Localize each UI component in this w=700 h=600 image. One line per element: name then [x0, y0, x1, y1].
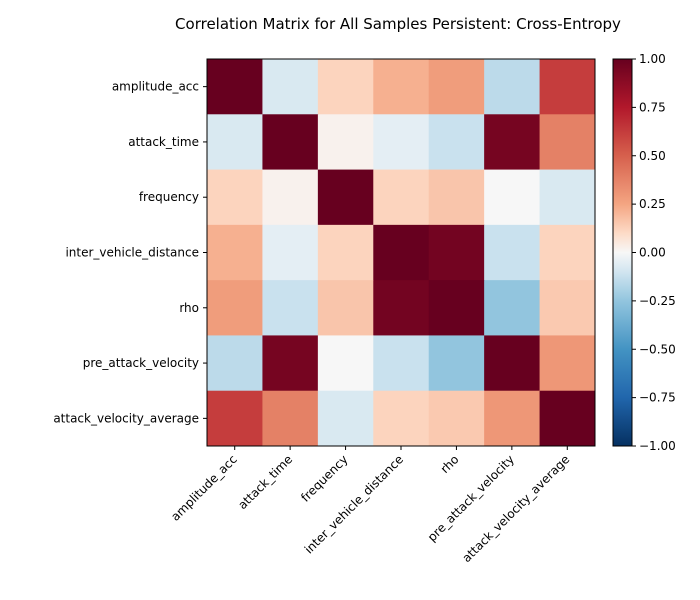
heatmap-cell: [317, 169, 374, 226]
heatmap-cell: [484, 335, 541, 392]
heatmap-cell: [539, 280, 596, 336]
heatmap-cell: [317, 390, 374, 447]
colorbar-gradient: [612, 58, 633, 447]
heatmap-cell: [207, 280, 263, 336]
heatmap-cell: [428, 280, 485, 336]
x-tick-label: rho: [438, 452, 462, 476]
colorbar-tick-label: −0.25: [639, 294, 676, 308]
heatmap-cell: [262, 224, 319, 281]
heatmap-cell: [373, 335, 430, 392]
y-tick-label: rho: [179, 301, 199, 315]
x-tick-label: amplitude_acc: [168, 452, 240, 524]
colorbar-tick-label: 0.25: [639, 197, 666, 211]
x-tick-label: inter_vehicle_distance: [302, 452, 406, 556]
colorbar-tick-label: −0.75: [639, 391, 676, 405]
colorbar: 1.00 0.75 0.50 0.25 0.00 −0.25 −0.50 −0.75 −1.00: [612, 52, 676, 453]
y-tick-label: attack_time: [128, 135, 199, 149]
heatmap-cell: [262, 59, 319, 115]
chart-title: Correlation Matrix for All Samples Persi…: [175, 15, 621, 33]
heatmap-cell: [317, 59, 374, 115]
heatmap-cell: [484, 280, 541, 336]
heatmap-cell: [428, 59, 485, 115]
colorbar-tick-label: 0.50: [639, 149, 666, 163]
heatmap-cell: [428, 169, 485, 226]
y-tick-label: pre_attack_velocity: [83, 356, 199, 370]
heatmap-cell: [484, 169, 541, 226]
heatmap-cell: [262, 335, 319, 392]
heatmap-cell: [428, 390, 485, 447]
heatmap-cell: [428, 114, 485, 171]
y-axis: amplitude_acc attack_time frequency inter_v…: [53, 80, 207, 425]
colorbar-tick-label: −0.50: [639, 342, 676, 356]
y-tick-label: attack_velocity_average: [53, 411, 199, 425]
heatmap-cell: [317, 280, 374, 336]
x-tick-label: attack_velocity_average: [459, 452, 572, 565]
y-tick-label: frequency: [139, 190, 199, 204]
heatmap-cell: [373, 114, 430, 171]
colorbar-tick-label: 0.75: [639, 100, 666, 114]
heatmap-cell: [207, 59, 263, 115]
heatmap-cell: [317, 335, 374, 392]
heatmap-cells: [207, 59, 596, 447]
heatmap-cell: [484, 114, 541, 171]
heatmap-cell: [539, 114, 596, 171]
heatmap-cell: [539, 169, 596, 226]
heatmap-cell: [207, 169, 263, 226]
x-tick-label: frequency: [298, 452, 350, 504]
heatmap-cell: [539, 224, 596, 281]
x-tick-label: attack_time: [235, 452, 295, 512]
heatmap-cell: [484, 390, 541, 447]
heatmap-cell: [207, 224, 263, 281]
heatmap-cell: [373, 224, 430, 281]
heatmap-cell: [428, 224, 485, 281]
y-tick-label: inter_vehicle_distance: [65, 246, 199, 260]
heatmap-cell: [317, 114, 374, 171]
heatmap-cell: [539, 335, 596, 392]
heatmap-cell: [207, 335, 263, 392]
heatmap-cell: [373, 169, 430, 226]
heatmap-cell: [484, 224, 541, 281]
heatmap-cell: [373, 280, 430, 336]
heatmap-cell: [262, 169, 319, 226]
colorbar-tick-label: −1.00: [639, 439, 676, 453]
heatmap-cell: [207, 390, 263, 447]
heatmap-cell: [207, 114, 263, 171]
colorbar-tick-label: 0.00: [639, 246, 666, 260]
heatmap-cell: [373, 59, 430, 115]
heatmap-cell: [539, 59, 596, 115]
y-tick-label: amplitude_acc: [112, 80, 199, 94]
heatmap-cell: [262, 390, 319, 447]
heatmap-cell: [317, 224, 374, 281]
heatmap-cell: [428, 335, 485, 392]
colorbar-tick-label: 1.00: [639, 52, 666, 66]
heatmap-cell: [373, 390, 430, 447]
heatmap-cell: [539, 390, 596, 447]
heatmap-cell: [262, 280, 319, 336]
heatmap-cell: [262, 114, 319, 171]
heatmap-cell: [484, 59, 541, 115]
